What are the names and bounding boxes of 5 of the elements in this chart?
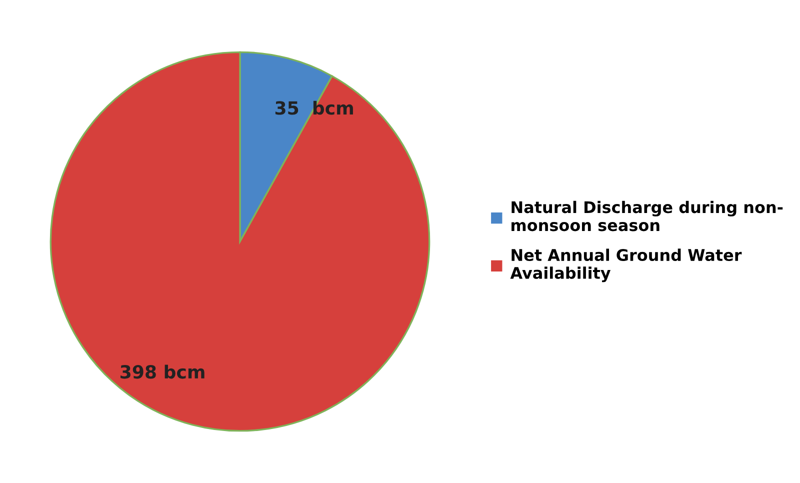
data-label: 35 bcm [275, 100, 353, 115]
pie-slice [50, 51, 430, 432]
legend-label: Natural Discharge during non-monsoon season [512, 200, 783, 232]
legend-label: Net Annual Ground Water Availability [510, 248, 742, 282]
data-label: 398 bcm [120, 364, 204, 379]
